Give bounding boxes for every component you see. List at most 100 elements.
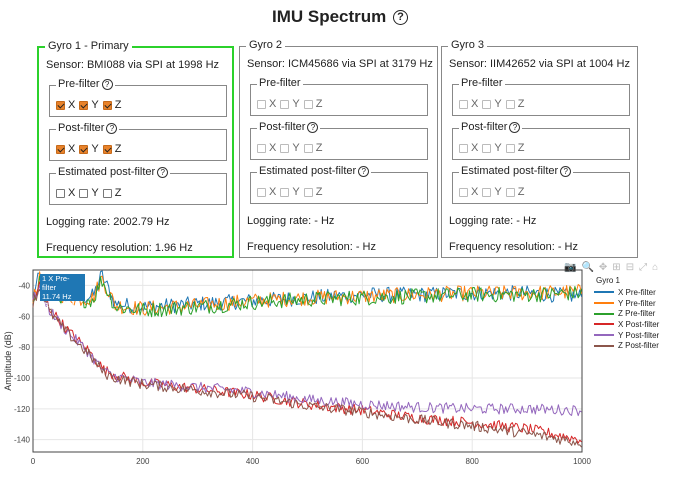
- y-tick-label: -60: [18, 312, 30, 321]
- checkbox-z: [505, 99, 515, 109]
- checkbox-y: [482, 99, 492, 109]
- spectrum-plot[interactable]: 0 200 400 600 800 1000 -40 -60 -80 -100 -120 -140 Am…: [0, 266, 680, 499]
- legend-swatch: [594, 344, 614, 347]
- checkbox-label: Y: [494, 98, 502, 110]
- filter-group-1: Post-filter? X Y Z: [49, 122, 227, 161]
- checkbox-label: X: [269, 186, 277, 198]
- gyro-panel-3: Gyro 3 Sensor: IIM42652 via SPI at 1004 H…: [441, 39, 638, 258]
- zoom-icon[interactable]: 🔍: [581, 262, 594, 273]
- checkbox-x: [459, 187, 468, 197]
- tooltip-series: 1 X Pre-filter: [42, 274, 70, 292]
- filter-group-title: Estimated post-filter?: [459, 165, 574, 177]
- pan-icon[interactable]: ✥: [598, 262, 608, 273]
- y-tick-label: -100: [14, 374, 31, 383]
- checkbox-y[interactable]: [79, 144, 89, 154]
- legend-item[interactable]: Y Post-filter: [594, 330, 659, 341]
- checkbox-label: Z: [114, 187, 122, 199]
- filter-group-title: Post-filter?: [459, 121, 523, 133]
- checkbox-y[interactable]: [79, 188, 89, 198]
- checkbox-x[interactable]: [56, 100, 65, 110]
- checkbox-y: [280, 99, 290, 109]
- autoscale-icon[interactable]: ⤢: [639, 262, 648, 273]
- x-tick-label: 200: [136, 457, 150, 466]
- checkbox-y[interactable]: [79, 100, 89, 110]
- help-icon[interactable]: ?: [393, 10, 409, 25]
- legend-item[interactable]: X Pre-filter: [594, 287, 659, 298]
- checkbox-z[interactable]: [102, 144, 112, 154]
- zoom-in-icon[interactable]: ⊞: [612, 262, 621, 273]
- checkbox-label: Y: [494, 186, 502, 198]
- help-icon[interactable]: ?: [560, 166, 572, 177]
- x-tick-label: 0: [31, 457, 36, 466]
- filter-label: Pre-filter: [461, 77, 503, 89]
- checkbox-y: [280, 143, 290, 153]
- hover-tooltip: 1 X Pre-filter 11.74 Hz -33.58 dB: [40, 274, 85, 310]
- checkbox-z: [303, 187, 313, 197]
- checkbox-y: [482, 187, 492, 197]
- legend-swatch: [594, 334, 614, 337]
- logging-rate: Logging rate: 2002.79 Hz: [46, 216, 170, 228]
- legend-label: Y Post-filter: [618, 330, 660, 340]
- x-tick-label: 800: [466, 457, 480, 466]
- help-icon[interactable]: ?: [307, 122, 319, 133]
- checkbox-z[interactable]: [102, 100, 112, 110]
- checkbox-x: [257, 187, 266, 197]
- series-line-y-pre-filter: [32, 271, 582, 316]
- logging-rate: Logging rate: - Hz: [449, 215, 537, 227]
- help-icon[interactable]: ?: [106, 123, 118, 134]
- series-line-z-post-filter: [32, 289, 582, 448]
- help-icon[interactable]: ?: [101, 79, 113, 90]
- filter-group-title: Pre-filter?: [56, 78, 115, 90]
- reset-icon[interactable]: ⌂: [652, 262, 659, 273]
- checkbox-y: [482, 143, 492, 153]
- checkbox-label: X: [471, 186, 479, 198]
- y-tick-label: -140: [14, 436, 31, 445]
- tooltip-amp: -33.58 dB: [42, 301, 75, 310]
- spectrum-chart[interactable]: 0 200 400 600 800 1000 -40 -60 -80 -100 -120 -140 Am…: [0, 266, 680, 499]
- checkbox-x[interactable]: [56, 144, 65, 154]
- frequency-resolution: Frequency resolution: 1.96 Hz: [46, 242, 193, 254]
- filter-label: Pre-filter: [58, 78, 100, 90]
- legend-item[interactable]: Z Pre-filter: [594, 308, 659, 319]
- filter-label: Estimated post-filter: [259, 165, 357, 177]
- checkbox-label: X: [68, 143, 76, 155]
- legend-item[interactable]: X Post-filter: [594, 319, 659, 330]
- x-tick-label: 1000: [573, 457, 591, 466]
- page-title-text: IMU Spectrum: [271, 7, 387, 26]
- legend-swatch: [594, 302, 614, 305]
- legend-swatch: [594, 312, 614, 315]
- gyro-panel-2: Gyro 2 Sensor: ICM45686 via SPI at 3179 H…: [239, 39, 438, 258]
- filter-group-0: Pre-filter X Y Z: [452, 77, 630, 116]
- gyro-title: Gyro 1 - Primary: [45, 40, 132, 52]
- checkbox-z[interactable]: [102, 188, 112, 198]
- filter-group-2: Estimated post-filter? X Y Z: [452, 165, 630, 204]
- filter-label: Post-filter: [58, 122, 105, 134]
- checkbox-x: [257, 99, 266, 109]
- checkbox-label: X: [269, 142, 277, 154]
- plot-area-frame: [32, 269, 583, 453]
- gyro-title: Gyro 3: [448, 39, 488, 51]
- filter-group-0: Pre-filter? X Y Z: [49, 78, 227, 117]
- checkbox-label: Y: [292, 98, 300, 110]
- checkbox-label: Y: [91, 187, 99, 199]
- camera-icon[interactable]: 📷: [564, 262, 577, 273]
- sensor-info: Sensor: ICM45686 via SPI at 3179 Hz: [247, 58, 433, 70]
- filter-group-1: Post-filter? X Y Z: [250, 121, 428, 160]
- tooltip-freq: 11.74 Hz: [42, 292, 72, 301]
- checkbox-label: X: [471, 142, 479, 154]
- legend-label: Z Pre-filter: [618, 309, 656, 319]
- zoom-out-icon[interactable]: ⊟: [625, 262, 635, 273]
- sensor-info: Sensor: IIM42652 via SPI at 1004 Hz: [449, 58, 630, 70]
- axis-checkboxes: X Y Z: [56, 99, 125, 111]
- help-icon[interactable]: ?: [157, 167, 169, 178]
- checkbox-label: Y: [292, 142, 300, 154]
- legend-item[interactable]: Y Pre-filter: [594, 298, 659, 309]
- checkbox-label: Z: [517, 186, 525, 198]
- help-icon[interactable]: ?: [509, 122, 521, 133]
- checkbox-label: Z: [114, 143, 122, 155]
- legend-item[interactable]: Z Post-filter: [594, 340, 659, 351]
- help-icon[interactable]: ?: [358, 166, 370, 177]
- checkbox-label: X: [471, 98, 479, 110]
- checkbox-x: [257, 143, 266, 153]
- checkbox-x[interactable]: [56, 188, 65, 198]
